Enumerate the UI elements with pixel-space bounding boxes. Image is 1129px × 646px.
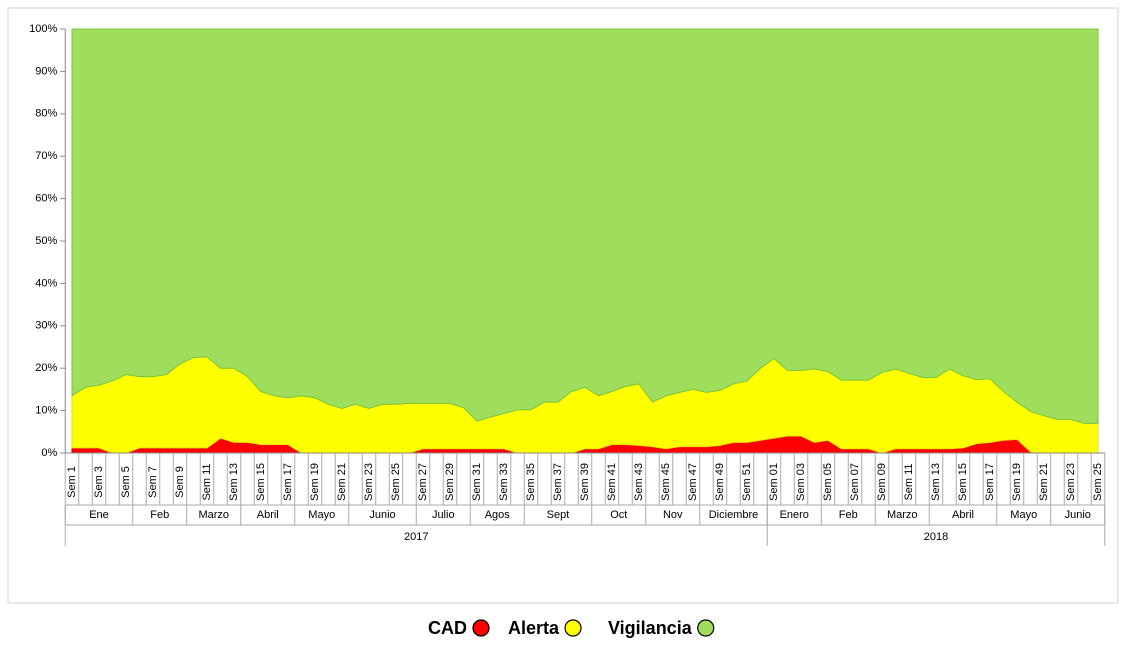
legend-label: Alerta (508, 618, 560, 638)
x-tick-label: Sem 27 (417, 463, 429, 501)
x-tick-label: Sem 15 (957, 463, 969, 501)
x-tick-label: Sem 25 (1092, 463, 1104, 501)
month-label: Abril (257, 509, 279, 521)
month-label: Mayo (308, 509, 335, 521)
y-tick-label: 40% (35, 277, 57, 289)
x-tick-label: Sem 39 (579, 463, 591, 501)
x-tick-label: Sem 35 (525, 463, 537, 501)
legend-swatch (472, 619, 490, 637)
month-label: Feb (839, 509, 858, 521)
y-tick-label: 70% (35, 150, 57, 162)
y-tick-label: 50% (35, 235, 57, 247)
x-tick-label: Sem 45 (660, 463, 672, 501)
month-label: Junio (1065, 509, 1091, 521)
y-tick-label: 80% (35, 108, 57, 120)
year-label: 2017 (404, 531, 428, 543)
month-label: Sept (547, 509, 570, 521)
x-tick-label: Sem 07 (849, 463, 861, 501)
x-tick-label: Sem 5 (120, 466, 132, 498)
y-tick-label: 10% (35, 405, 57, 417)
month-label: Marzo (198, 509, 229, 521)
x-tick-label: Sem 49 (714, 463, 726, 501)
x-tick-label: Sem 37 (552, 463, 564, 501)
x-tick-label: Sem 3 (93, 466, 105, 498)
y-tick-label: 90% (35, 65, 57, 77)
x-tick-label: Sem 17 (282, 463, 294, 501)
month-label: Abril (952, 509, 974, 521)
month-label: Enero (780, 509, 809, 521)
x-tick-label: Sem 31 (471, 463, 483, 501)
y-tick-label: 0% (41, 447, 57, 459)
month-label: Feb (150, 509, 169, 521)
y-tick-label: 20% (35, 362, 57, 374)
x-tick-label: Sem 41 (606, 463, 618, 501)
x-tick-label: Sem 13 (228, 463, 240, 501)
x-tick-label: Sem 43 (633, 463, 645, 501)
x-tick-label: Sem 29 (444, 463, 456, 501)
x-tick-label: Sem 03 (795, 463, 807, 501)
x-tick-label: Sem 13 (930, 463, 942, 501)
month-label: Agos (485, 509, 511, 521)
year-label: 2018 (924, 531, 948, 543)
x-tick-label: Sem 33 (498, 463, 510, 501)
x-tick-label: Sem 09 (876, 463, 888, 501)
x-tick-label: Sem 7 (147, 466, 159, 498)
x-tick-label: Sem 19 (309, 463, 321, 501)
x-tick-label: Sem 23 (363, 463, 375, 501)
x-tick-label: Sem 01 (768, 463, 780, 501)
x-tick-label: Sem 9 (174, 466, 186, 498)
month-label: Oct (610, 509, 627, 521)
x-tick-label: Sem 25 (390, 463, 402, 501)
y-tick-label: 100% (29, 23, 57, 35)
x-tick-label: Sem 21 (336, 463, 348, 501)
x-tick-label: Sem 21 (1038, 463, 1050, 501)
x-tick-label: Sem 11 (201, 463, 213, 500)
month-label: Diciembre (709, 509, 759, 521)
legend-label: CAD (428, 618, 467, 638)
month-label: Marzo (887, 509, 918, 521)
month-label: Ene (89, 509, 109, 521)
x-tick-label: Sem 51 (741, 463, 753, 501)
legend-swatch (564, 619, 582, 637)
month-label: Junio (369, 509, 395, 521)
x-tick-label: Sem 17 (984, 463, 996, 501)
y-tick-label: 60% (35, 193, 57, 205)
month-label: Mayo (1010, 509, 1037, 521)
legend-swatch (697, 619, 715, 637)
x-tick-label: Sem 19 (1011, 463, 1023, 501)
x-tick-label: Sem 1 (66, 466, 78, 498)
y-tick-label: 30% (35, 320, 57, 332)
month-label: Nov (663, 509, 683, 521)
month-label: Julio (432, 509, 455, 521)
area-vigilancia (71, 28, 1099, 424)
x-tick-label: Sem 05 (822, 463, 834, 501)
x-tick-label: Sem 23 (1065, 463, 1077, 501)
x-tick-label: Sem 11 (903, 463, 915, 500)
x-tick-label: Sem 47 (687, 463, 699, 501)
legend-label: Vigilancia (608, 618, 693, 638)
x-tick-label: Sem 15 (255, 463, 267, 501)
